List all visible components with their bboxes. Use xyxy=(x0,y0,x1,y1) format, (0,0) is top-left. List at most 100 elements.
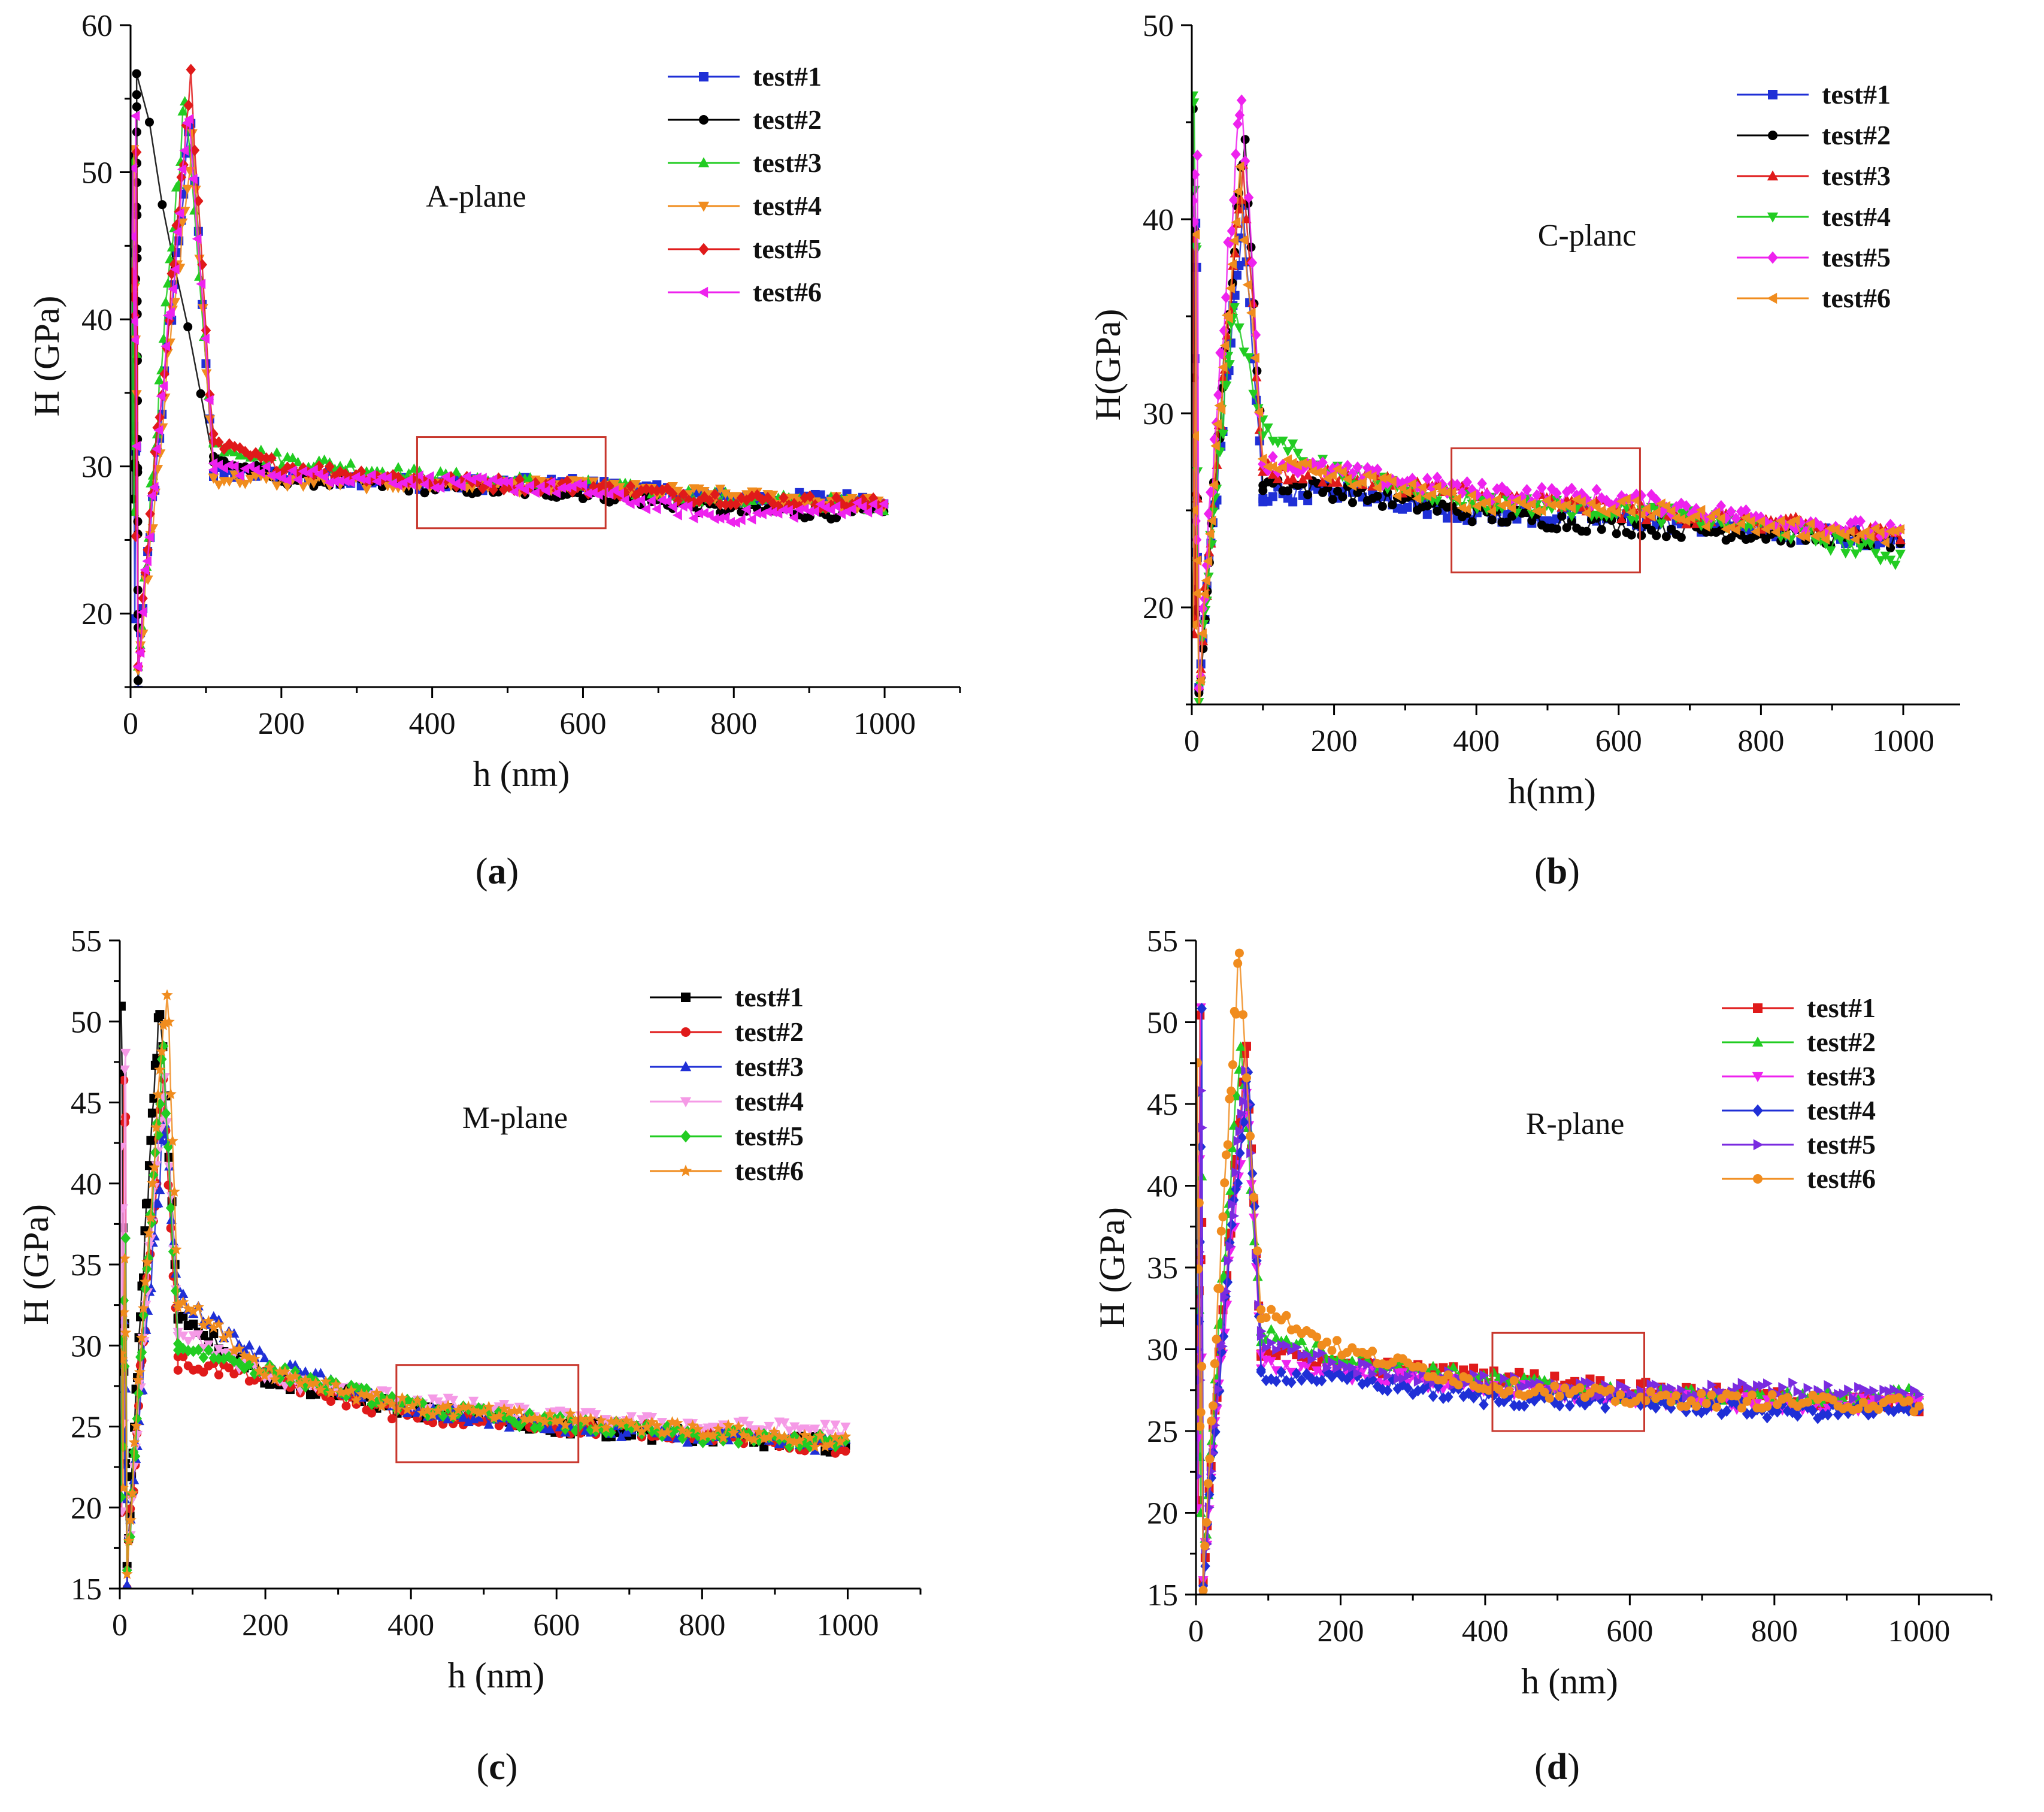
highlight-box xyxy=(1451,447,1641,574)
data-point xyxy=(728,1427,740,1438)
legend-swatch-marker xyxy=(698,286,708,298)
data-point xyxy=(1803,1383,1813,1393)
legend-item: test#2 xyxy=(1737,120,1891,150)
data-point xyxy=(198,1319,210,1330)
data-point xyxy=(717,1432,729,1443)
legend-label: test#4 xyxy=(753,190,822,221)
data-point xyxy=(1196,1198,1204,1208)
data-point xyxy=(641,504,650,515)
data-point xyxy=(819,1441,831,1452)
legend-swatch-marker xyxy=(1752,1104,1763,1117)
data-point xyxy=(183,1336,193,1347)
data-point xyxy=(153,1197,163,1208)
data-point xyxy=(1223,313,1233,323)
y-axis-title: H (GPa) xyxy=(27,296,66,417)
data-point xyxy=(1737,1403,1746,1413)
data-point xyxy=(193,271,205,281)
data-point xyxy=(452,1404,464,1415)
data-point xyxy=(834,1435,846,1447)
data-point xyxy=(483,1400,495,1412)
data-point xyxy=(1793,1386,1803,1397)
data-point xyxy=(1398,1373,1409,1384)
data-point xyxy=(1566,512,1577,522)
data-point xyxy=(1200,1541,1210,1551)
data-point xyxy=(1192,216,1200,228)
data-point xyxy=(361,1389,373,1400)
y-tick-label: 20 xyxy=(1143,591,1174,625)
data-point xyxy=(1612,529,1621,539)
data-point xyxy=(1488,1367,1500,1377)
data-point xyxy=(1307,1354,1318,1365)
data-point xyxy=(1519,1372,1530,1382)
data-point xyxy=(1403,1382,1413,1394)
data-point xyxy=(419,479,429,490)
data-point xyxy=(1267,1338,1277,1348)
data-point xyxy=(1192,149,1203,162)
legend-item: test#5 xyxy=(1737,242,1891,273)
data-point xyxy=(1700,521,1710,532)
data-point xyxy=(128,1436,140,1448)
legend-item: test#5 xyxy=(1722,1129,1876,1160)
caption-letter: b xyxy=(1547,851,1567,892)
data-point xyxy=(1890,561,1901,570)
data-point xyxy=(1552,524,1561,534)
y-tick-label: 50 xyxy=(1143,9,1174,43)
data-point xyxy=(1527,516,1537,525)
data-point xyxy=(131,163,137,174)
data-point xyxy=(165,1202,176,1214)
data-point xyxy=(540,485,550,496)
data-point xyxy=(831,501,841,512)
chart-panel-c: 0 200 400 600 800 1000 15 20 25 30 35 40 45 50 55 h (nm… xyxy=(16,924,922,1695)
data-point xyxy=(1233,118,1243,130)
data-point xyxy=(1236,194,1246,204)
data-point xyxy=(878,498,888,509)
data-point xyxy=(201,324,211,337)
data-point xyxy=(513,1405,525,1416)
data-point xyxy=(308,479,319,489)
data-point xyxy=(121,1568,133,1580)
data-point xyxy=(829,1431,841,1442)
data-point xyxy=(789,1422,800,1432)
data-point xyxy=(254,1345,265,1355)
data-point xyxy=(1621,494,1631,504)
data-point xyxy=(1849,1393,1859,1404)
legend: test#1 test#2 test#3 test#4 test#5 test#6 xyxy=(1737,79,1891,313)
y-tick-label: 20 xyxy=(81,597,113,631)
data-point xyxy=(163,1015,175,1027)
data-point xyxy=(1442,513,1452,523)
data-point xyxy=(1227,225,1237,237)
data-point xyxy=(1277,436,1288,446)
x-tick-label: 600 xyxy=(1595,724,1642,758)
legend-swatch-marker xyxy=(681,1027,691,1037)
legend-item: test#2 xyxy=(650,1017,804,1047)
data-point xyxy=(377,471,387,482)
data-point xyxy=(1192,555,1202,566)
data-point xyxy=(1874,1405,1883,1414)
data-point xyxy=(208,473,219,483)
data-point xyxy=(259,1369,271,1381)
series-test6 xyxy=(131,110,888,672)
data-point xyxy=(1196,1408,1206,1417)
data-point xyxy=(1220,1178,1230,1188)
data-point xyxy=(1442,487,1452,498)
series-test6 xyxy=(1192,161,1904,704)
legend-label: test#2 xyxy=(1822,120,1891,150)
data-point xyxy=(387,1414,397,1424)
data-point xyxy=(281,475,292,486)
data-point xyxy=(1307,466,1317,477)
data-point xyxy=(429,482,440,493)
data-point xyxy=(145,1211,157,1223)
data-point xyxy=(1287,1345,1297,1356)
x-tick-label: 600 xyxy=(533,1608,580,1642)
data-point xyxy=(1591,483,1602,496)
legend-swatch-marker xyxy=(1767,251,1778,264)
data-point xyxy=(1231,1167,1241,1178)
data-point xyxy=(1428,1360,1439,1371)
data-point xyxy=(1467,517,1477,527)
data-point xyxy=(704,495,715,507)
data-point xyxy=(435,482,445,493)
x-tick-label: 1000 xyxy=(853,707,916,741)
highlight-box xyxy=(1491,1332,1646,1432)
data-point xyxy=(1222,330,1233,340)
data-point xyxy=(692,1423,704,1435)
